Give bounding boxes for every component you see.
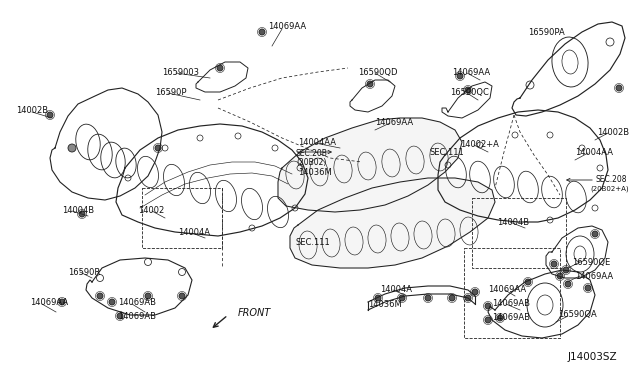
Circle shape <box>47 112 53 118</box>
Text: 14036M: 14036M <box>298 168 332 177</box>
Text: 14069AA: 14069AA <box>575 272 613 281</box>
Circle shape <box>551 261 557 267</box>
Text: 14002B: 14002B <box>16 106 48 115</box>
Text: 14069AB: 14069AB <box>492 299 530 308</box>
Circle shape <box>68 144 76 152</box>
Text: FRONT: FRONT <box>238 308 271 318</box>
Text: 14069AA: 14069AA <box>375 118 413 127</box>
Circle shape <box>485 317 491 323</box>
Circle shape <box>425 295 431 301</box>
Circle shape <box>565 281 571 287</box>
Circle shape <box>217 65 223 71</box>
Circle shape <box>145 293 151 299</box>
Circle shape <box>449 295 455 301</box>
Bar <box>464 248 560 338</box>
Text: 16590QE: 16590QE <box>572 258 611 267</box>
Circle shape <box>457 73 463 79</box>
Text: SEC.20B: SEC.20B <box>296 149 328 158</box>
Text: (20B02): (20B02) <box>296 158 326 167</box>
Polygon shape <box>278 118 462 212</box>
Text: 1659003: 1659003 <box>162 68 199 77</box>
Text: 14004AA: 14004AA <box>298 138 336 147</box>
Text: 16590QC: 16590QC <box>450 88 489 97</box>
Circle shape <box>497 315 503 321</box>
Circle shape <box>375 295 381 301</box>
Text: 14002+A: 14002+A <box>460 140 499 149</box>
Circle shape <box>525 279 531 285</box>
Text: 14069AB: 14069AB <box>492 313 530 322</box>
Circle shape <box>472 289 478 295</box>
Text: SEC.111: SEC.111 <box>295 238 330 247</box>
Circle shape <box>465 87 471 93</box>
Text: 14004B: 14004B <box>62 206 94 215</box>
Text: 14004A: 14004A <box>380 285 412 294</box>
Circle shape <box>399 295 405 301</box>
Text: 14069AA: 14069AA <box>452 68 490 77</box>
Text: 14069AB: 14069AB <box>118 298 156 307</box>
Circle shape <box>485 303 491 309</box>
Text: 16590QD: 16590QD <box>358 68 397 77</box>
Text: 16590QA: 16590QA <box>558 310 596 319</box>
Circle shape <box>592 231 598 237</box>
Circle shape <box>585 285 591 291</box>
Text: 14002: 14002 <box>138 206 164 215</box>
Circle shape <box>259 29 265 35</box>
Text: 14002B: 14002B <box>597 128 629 137</box>
Text: 14069AA: 14069AA <box>268 22 306 31</box>
Text: 14004A: 14004A <box>178 228 210 237</box>
Text: 16590R: 16590R <box>68 268 100 277</box>
Circle shape <box>616 85 622 91</box>
Text: 16590PA: 16590PA <box>528 28 564 37</box>
Text: 14069AA: 14069AA <box>30 298 68 307</box>
Text: J14003SZ: J14003SZ <box>568 352 618 362</box>
Text: (20B02+A): (20B02+A) <box>590 185 628 192</box>
Circle shape <box>367 81 373 87</box>
Circle shape <box>563 267 569 273</box>
Circle shape <box>465 295 471 301</box>
Circle shape <box>79 211 85 217</box>
Circle shape <box>109 299 115 305</box>
Text: 14069AB: 14069AB <box>118 312 156 321</box>
Text: SEC.208: SEC.208 <box>595 175 627 184</box>
Circle shape <box>97 293 103 299</box>
Text: 14004B: 14004B <box>497 218 529 227</box>
Text: SEC.111: SEC.111 <box>430 148 465 157</box>
Circle shape <box>179 293 185 299</box>
Text: 16590P: 16590P <box>155 88 186 97</box>
Circle shape <box>557 273 563 279</box>
Circle shape <box>59 299 65 305</box>
Polygon shape <box>290 178 495 268</box>
Circle shape <box>117 313 123 319</box>
Bar <box>142 188 222 248</box>
Text: 14004AA: 14004AA <box>575 148 613 157</box>
Text: 14036M: 14036M <box>368 300 402 309</box>
Bar <box>472 198 566 268</box>
Circle shape <box>155 145 161 151</box>
Text: 14069AA: 14069AA <box>488 285 526 294</box>
